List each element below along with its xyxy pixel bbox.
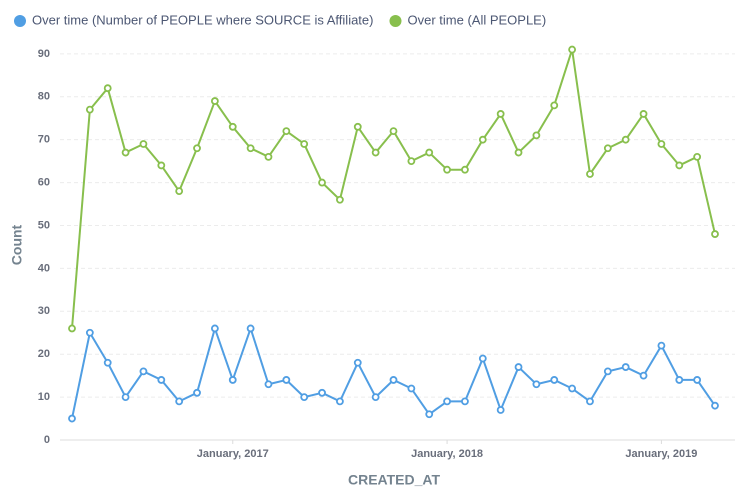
data-point: [478, 354, 487, 363]
data-point: [85, 105, 94, 114]
data-point: [264, 380, 273, 389]
data-point: [139, 367, 148, 376]
data-point: [532, 380, 541, 389]
data-point: [478, 135, 487, 144]
data-point: [300, 140, 309, 148]
data-point: [711, 230, 719, 238]
data-point: [586, 170, 594, 178]
x-tick-label: January, 2018: [411, 448, 483, 460]
data-point: [318, 388, 326, 397]
y-tick-label: 40: [38, 262, 50, 274]
y-axis-title: Count: [9, 224, 25, 265]
data-point: [193, 388, 201, 397]
y-tick-label: 20: [38, 348, 50, 360]
data-point: [675, 376, 684, 384]
data-point: [711, 401, 719, 410]
data-point: [532, 131, 541, 140]
data-point: [693, 376, 702, 384]
data-point: [336, 397, 344, 406]
y-tick-label: 30: [38, 305, 50, 317]
data-point: [621, 135, 630, 144]
data-point: [568, 384, 577, 393]
data-point: [121, 393, 130, 401]
data-point: [264, 152, 273, 161]
data-point: [514, 148, 523, 157]
data-point: [193, 144, 201, 153]
x-tick-label: January, 2019: [625, 448, 697, 460]
data-point: [621, 363, 630, 371]
y-tick-label: 0: [44, 434, 50, 446]
data-point: [157, 376, 166, 384]
data-point: [282, 127, 291, 135]
data-point: [228, 122, 237, 131]
data-point: [550, 376, 559, 384]
data-point: [210, 97, 219, 105]
data-point: [371, 393, 380, 401]
x-tick-label: January, 2017: [197, 448, 269, 460]
data-point: [157, 161, 166, 170]
data-point: [282, 376, 291, 384]
series-line: [71, 48, 716, 329]
data-point: [318, 178, 326, 187]
data-point: [121, 148, 130, 157]
y-tick-label: 70: [38, 134, 50, 146]
data-point: [389, 376, 398, 384]
data-point: [586, 397, 594, 406]
y-tick-label: 10: [38, 391, 50, 403]
y-tick-label: 90: [38, 48, 50, 60]
legend-swatch: [14, 15, 26, 27]
data-point: [443, 397, 451, 406]
legend-label: Over time (Number of PEOPLE where SOURCE…: [32, 12, 373, 27]
data-point: [425, 410, 434, 419]
data-point: [639, 371, 648, 380]
data-point: [603, 367, 612, 376]
data-point: [336, 195, 344, 204]
data-point: [103, 84, 112, 93]
data-point: [693, 152, 702, 161]
data-point: [389, 127, 398, 135]
data-point: [139, 140, 148, 148]
data-point: [371, 148, 380, 157]
data-point: [657, 140, 666, 148]
series-line: [71, 327, 716, 419]
data-point: [461, 165, 469, 174]
data-point: [425, 148, 434, 157]
data-point: [246, 324, 255, 333]
data-point: [68, 324, 76, 333]
data-point: [85, 328, 94, 337]
data-point: [210, 324, 219, 333]
data-point: [443, 165, 451, 174]
y-tick-label: 50: [38, 219, 50, 231]
data-point: [407, 157, 416, 166]
data-point: [353, 358, 362, 367]
data-point: [461, 397, 469, 406]
data-point: [103, 358, 112, 367]
y-tick-label: 80: [38, 91, 50, 103]
data-point: [228, 376, 237, 384]
data-point: [675, 161, 684, 170]
data-point: [300, 393, 309, 401]
data-point: [550, 101, 559, 110]
x-axis-title: CREATED_AT: [348, 472, 440, 488]
legend-label: Over time (All PEOPLE): [407, 12, 546, 27]
data-point: [514, 363, 523, 371]
data-point: [246, 144, 255, 153]
legend-swatch: [389, 15, 402, 27]
data-point: [175, 397, 184, 406]
data-point: [603, 144, 612, 153]
data-point: [496, 406, 505, 414]
data-point: [353, 122, 362, 131]
data-point: [175, 187, 184, 196]
data-point: [68, 414, 76, 423]
y-tick-label: 60: [38, 176, 50, 188]
data-point: [407, 384, 416, 393]
data-point: [639, 110, 648, 118]
data-point: [496, 110, 505, 118]
data-point: [657, 341, 666, 350]
data-point: [568, 45, 577, 54]
